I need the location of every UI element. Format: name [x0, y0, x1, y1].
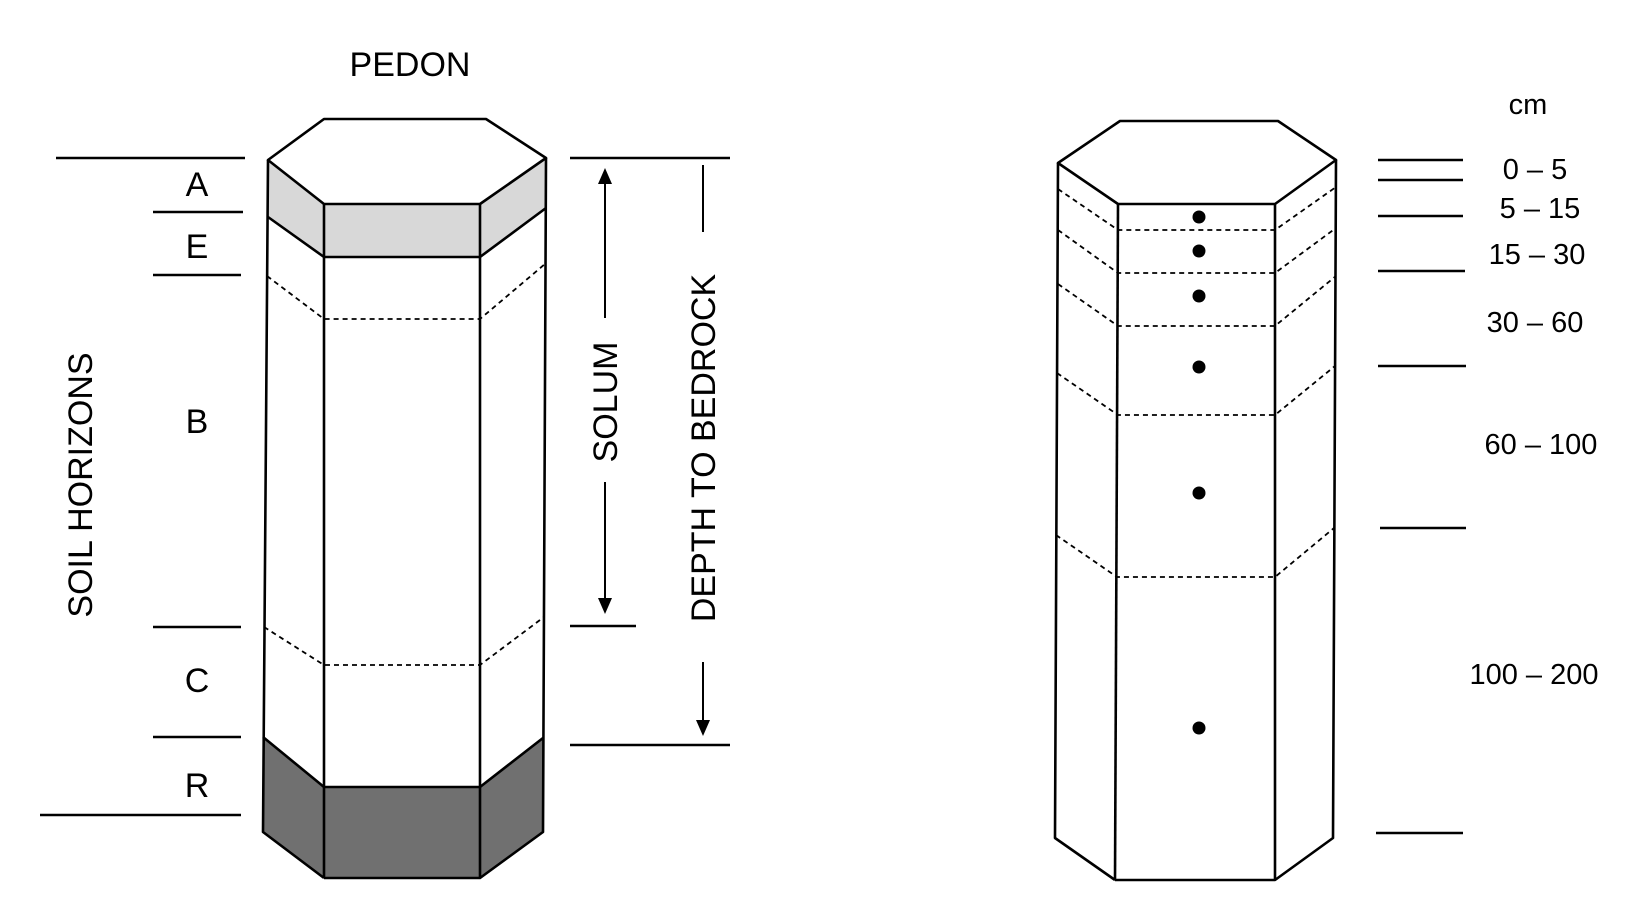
sampling-prism-top-face: [1056, 119, 1338, 206]
depth-boundary-15: [1057, 227, 1337, 274]
prism-left-edge: [261, 159, 325, 880]
sampling-figure: cm 0 – 5 5 – 15 15 – 30 30 – 60 60 – 100…: [1053, 89, 1599, 882]
depth-interval-label: 15 – 30: [1489, 239, 1586, 271]
solum-arrowhead-up: [598, 168, 612, 184]
soil-horizons-label: SOIL HORIZONS: [62, 352, 100, 617]
solum-arrowhead-down: [598, 598, 612, 614]
depth-unit-label: cm: [1509, 89, 1548, 121]
boundary-e-b: [266, 263, 546, 320]
sampling-prism-left-edge: [1053, 162, 1116, 882]
depth-interval-label: 60 – 100: [1485, 429, 1598, 461]
boundary-a-e: [267, 206, 547, 259]
sample-point-30-60: [1192, 360, 1206, 374]
horizon-label-a: A: [186, 166, 209, 204]
pedon-title: PEDON: [350, 46, 471, 84]
prism-right-edge: [324, 157, 548, 880]
depth-boundary-60: [1056, 365, 1336, 416]
horizon-label-r: R: [185, 767, 210, 805]
depth-interval-label: 100 – 200: [1469, 659, 1598, 691]
solum-label: SOLUM: [587, 342, 625, 463]
sample-point-15-30: [1192, 289, 1206, 303]
depth-interval-label: 0 – 5: [1503, 154, 1568, 186]
depth-interval-label: 5 – 15: [1500, 193, 1581, 225]
depth-interval-label: 30 – 60: [1487, 307, 1584, 339]
pedon-figure: PEDON SOIL HORIZONS A E B C R: [40, 46, 730, 880]
horizon-band-r: [263, 737, 543, 878]
depth-boundary-100: [1055, 527, 1335, 578]
sample-point-0-5: [1192, 210, 1206, 224]
horizon-band-a: [268, 158, 546, 257]
solum-bedrock-markers: SOLUM DEPTH TO BEDROCK: [570, 156, 730, 747]
bedrock-arrowhead-down: [696, 720, 710, 736]
depth-scale: cm 0 – 5 5 – 15 15 – 30 30 – 60 60 – 100…: [1376, 89, 1599, 835]
horizon-boundary-lines: [40, 156, 245, 817]
horizon-label-c: C: [185, 662, 210, 700]
sampling-prism-right-edge: [1115, 159, 1338, 882]
horizon-label-e: E: [186, 228, 209, 266]
boundary-c-r: [262, 735, 544, 789]
horizon-labels: A E B C R: [185, 166, 210, 805]
horizon-label-b: B: [186, 403, 209, 441]
sample-point-60-100: [1192, 486, 1206, 500]
pedon-prism: [261, 117, 548, 880]
sample-point-5-15: [1192, 244, 1206, 258]
boundary-b-c: [263, 616, 545, 666]
depth-to-bedrock-label: DEPTH TO BEDROCK: [685, 274, 723, 623]
sample-point-100-200: [1192, 721, 1206, 735]
depth-boundary-5: [1057, 186, 1337, 231]
depth-boundary-30: [1057, 275, 1337, 327]
sampling-prism-inner-edge-left: [1113, 203, 1120, 881]
sampling-prism: [1053, 119, 1338, 882]
